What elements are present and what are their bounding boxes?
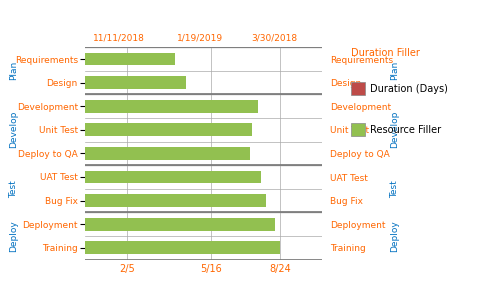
Text: Develop: Develop: [9, 111, 18, 148]
Bar: [85, 123, 252, 136]
Bar: [85, 171, 261, 183]
Text: Test: Test: [9, 180, 18, 198]
Text: Plan: Plan: [390, 61, 399, 81]
Text: Deploy: Deploy: [9, 220, 18, 252]
Bar: [85, 147, 250, 160]
Text: Duration (Days): Duration (Days): [370, 83, 448, 94]
Bar: [85, 194, 266, 207]
Bar: [85, 241, 280, 254]
Text: Develop: Develop: [390, 111, 399, 148]
Text: Duration Filler: Duration Filler: [351, 48, 420, 58]
Text: Test: Test: [390, 180, 399, 198]
Text: Resource Filler: Resource Filler: [370, 125, 441, 135]
Bar: [85, 100, 258, 113]
Text: Plan: Plan: [9, 61, 18, 81]
Bar: [85, 76, 185, 89]
Bar: [85, 218, 275, 231]
Text: Deploy: Deploy: [390, 220, 399, 252]
Bar: [85, 53, 175, 65]
